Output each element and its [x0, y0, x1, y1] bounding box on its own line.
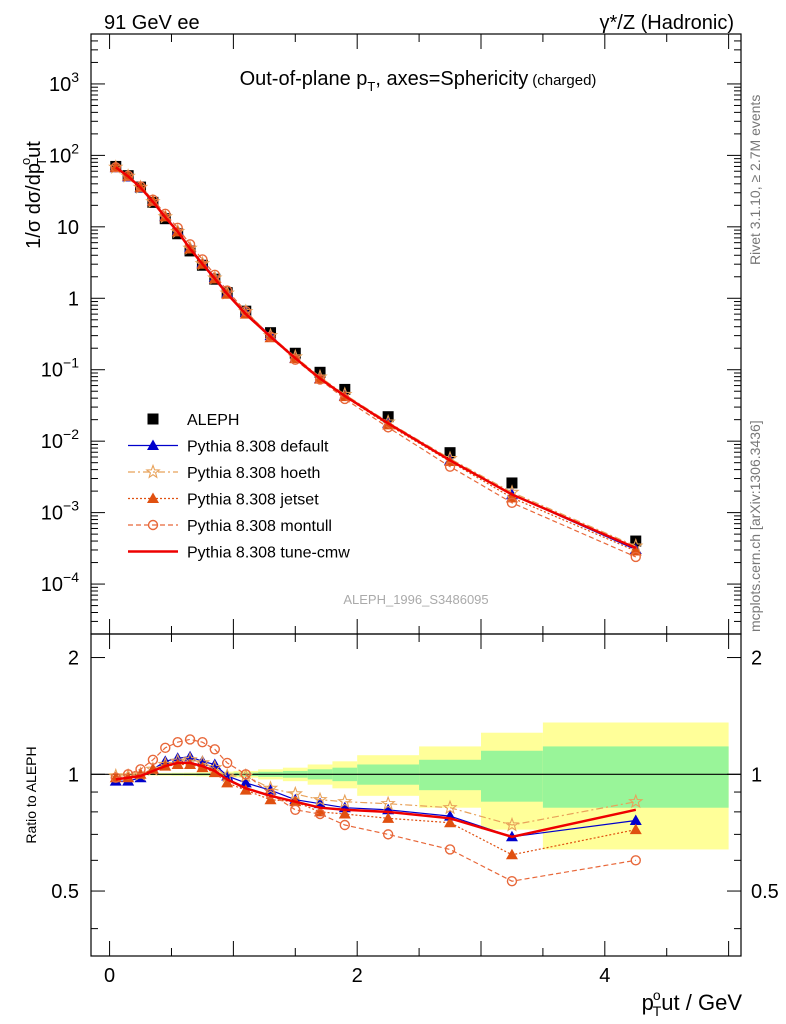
ratio-y-tick-label-right: 0.5: [751, 881, 779, 903]
rivet-label: Rivet 3.1.10, ≥ 2.7M events: [747, 95, 763, 265]
ratio-y-tick-label: 0.5: [51, 881, 79, 903]
chart-title: Out-of-plane pT, axes=Sphericity (charged…: [240, 68, 597, 94]
legend-aleph-label: ALEPH: [187, 412, 239, 429]
ratio-y-tick-label: 2: [68, 648, 79, 670]
ratio-pythia-8-308-hoeth-point: [312, 791, 328, 807]
ratio-pythia-8-308-hoeth-point: [504, 816, 520, 832]
ratio-pythia-8-308-jetset-point: [629, 823, 642, 835]
x-tick-label: 2: [352, 965, 363, 987]
ratio-pythia-8-308-montull-line: [115, 738, 636, 882]
ratio-pythia-8-308-hoeth-point: [442, 799, 458, 815]
ratio-pythia-8-308-jetset-point: [444, 816, 457, 828]
ratio-pythia-8-308-jetset-point: [221, 776, 234, 788]
ratio-pythia-8-308-montull-point: [209, 744, 221, 755]
ratio-pythia-8-308-montull-point: [382, 829, 394, 840]
main-pythia-8-308-montull-point: [110, 162, 121, 173]
ratio-pythia-8-308-jetset-point: [338, 807, 351, 819]
main-pythia-8-308-montull-point: [135, 181, 146, 192]
ratio-pythia-8-308-montull-point: [314, 808, 326, 820]
main-pythia-8-308-montull-line: [115, 166, 637, 558]
ratio-pythia-8-308-default-point: [239, 776, 252, 788]
x-tick-label: 0: [104, 965, 115, 987]
ratio-plot-panel: 0.5 0.5 1 1 2 2 0 2 4 Ratio to ALEPH po Tut / GeV: [23, 633, 779, 1019]
ratio-pythia-8-308-montull-point: [221, 757, 233, 769]
main-y-tick-label: 10−4: [41, 569, 79, 596]
legend-aleph-marker: [147, 413, 159, 425]
main-aleph-point: [314, 366, 326, 378]
ratio-pythia-8-308-hoeth-point: [380, 795, 396, 811]
ratio-pythia-8-308-hoeth-point: [628, 793, 644, 809]
ratio-pythia-8-308-montull-point: [339, 819, 351, 831]
ratio-pythia-8-308-montull-point: [147, 754, 159, 765]
ratio-y-tick-label-right: 1: [751, 764, 762, 786]
legend-pythia-8-308-jetset-marker: [147, 492, 159, 503]
main-y-tick-label: 10: [57, 217, 79, 239]
y-axis-label: 1/σ dσ/dpoTut: [18, 141, 49, 249]
ratio-pythia-8-308-tune-cmw-line: [115, 761, 637, 839]
ratio-pythia-8-308-montull-point: [135, 764, 146, 775]
main-aleph-point: [506, 477, 518, 489]
ratio-y-axis-label: Ratio to ALEPH: [23, 746, 39, 843]
ratio-pythia-8-308-default-point: [184, 750, 197, 762]
ratio-pythia-8-308-montull-point: [160, 742, 171, 754]
main-pythia-8-308-montull-point: [265, 331, 276, 342]
legend-pythia-8-308-default-label: Pythia 8.308 default: [187, 439, 329, 456]
ratio-stat-uncertainty-band: [481, 750, 543, 802]
x-axis-label: po Tut / GeV: [642, 987, 743, 1019]
legend-pythia-8-308-tune-cmw-label: Pythia 8.308 tune-cmw: [187, 545, 350, 562]
main-pythia-8-308-hoeth-line: [115, 166, 637, 547]
main-pythia-8-308-montull-point: [630, 551, 641, 563]
legend-pythia-8-308-hoeth-marker: [145, 463, 161, 479]
ratio-pythia-8-308-montull-point: [172, 736, 183, 748]
analysis-watermark: ALEPH_1996_S3486095: [343, 592, 488, 607]
legend-pythia-8-308-jetset-label: Pythia 8.308 jetset: [187, 492, 319, 509]
ratio-y-tick-label: 1: [68, 764, 79, 786]
main-pythia-8-308-montull-point: [444, 461, 456, 472]
main-pythia-8-308-montull-point: [314, 374, 326, 385]
ratio-pythia-8-308-montull-point: [240, 769, 251, 780]
ratio-stat-uncertainty-band: [419, 759, 481, 791]
legend-pythia-8-308-hoeth-label: Pythia 8.308 hoeth: [187, 465, 320, 482]
main-pythia-8-308-montull-point: [122, 170, 134, 181]
header-left-label: 91 GeV ee: [104, 12, 200, 34]
main-y-tick-label: 10−1: [41, 355, 79, 382]
mcplots-label: mcplots.cern.ch [arXiv:1306.3436]: [747, 420, 763, 632]
main-y-tick-label: 10−3: [41, 498, 79, 525]
legend-pythia-8-308-montull-marker: [147, 519, 159, 531]
legend: ALEPH Pythia 8.308 default Pythia 8.308 ho…: [128, 412, 350, 562]
main-y-tick-label: 10−2: [41, 426, 79, 453]
ratio-plot-frame: [90, 633, 742, 957]
ratio-pythia-8-308-montull-point: [290, 804, 301, 815]
ratio-y-tick-label-right: 2: [751, 648, 762, 670]
ratio-pythia-8-308-default-point: [171, 752, 184, 763]
main-y-tick-label: 103: [49, 69, 79, 96]
header-right-label: γ*/Z (Hadronic): [600, 12, 734, 34]
ratio-pythia-8-308-jetset-point: [382, 812, 395, 823]
main-pythia-8-308-montull-point: [290, 354, 301, 365]
ratio-stat-uncertainty-band: [542, 746, 729, 808]
ratio-pythia-8-308-jetset-point: [505, 848, 518, 860]
main-y-tick-label: 102: [49, 140, 79, 167]
main-pythia-8-308-tune-cmw-line: [115, 166, 637, 550]
main-y-tick-label: 1: [68, 288, 79, 310]
ratio-pythia-8-308-default-point: [208, 758, 221, 769]
main-pythia-8-308-montull-point: [147, 194, 159, 205]
main-plot-panel: 10−4 10−3 10−2 10−1 1 10 102 103 Out-of-plane p…: [18, 33, 742, 635]
ratio-pythia-8-308-montull-point: [506, 876, 518, 887]
ratio-pythia-8-308-default-point: [629, 814, 642, 826]
ratio-pythia-8-308-hoeth-point: [337, 793, 353, 809]
legend-pythia-8-308-montull-label: Pythia 8.308 montull: [187, 518, 332, 535]
ratio-pythia-8-308-montull-point: [444, 844, 456, 855]
ratio-pythia-8-308-montull-point: [184, 734, 196, 745]
main-pythia-8-308-montull-point: [506, 497, 518, 509]
ratio-pythia-8-308-montull-point: [630, 855, 641, 866]
ratio-pythia-8-308-hoeth-point: [262, 780, 279, 795]
legend-pythia-8-308-default-marker: [147, 439, 159, 450]
ratio-pythia-8-308-montull-point: [197, 736, 208, 748]
x-tick-label: 4: [599, 965, 610, 987]
